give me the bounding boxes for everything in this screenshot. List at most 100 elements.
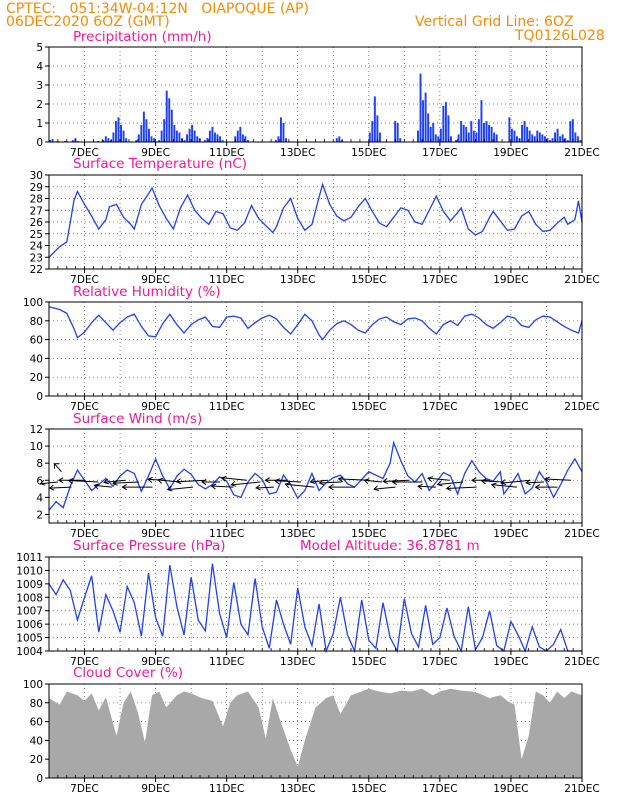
precip-bar	[117, 117, 120, 142]
x-tick-label: 13DEC	[280, 147, 315, 159]
wind-arrow	[49, 486, 72, 489]
wind-arrow-head	[417, 483, 423, 490]
y-tick-label: 0	[36, 137, 43, 149]
wind-arrow-head	[166, 485, 173, 492]
precip-bar	[510, 128, 513, 142]
precip-bar	[574, 132, 577, 142]
x-tick-label: 15DEC	[351, 274, 386, 286]
x-tick-label: 19DEC	[493, 528, 528, 540]
precip-bar	[183, 140, 186, 142]
wind-arrow	[68, 480, 99, 483]
precip-bar	[546, 138, 549, 142]
precip-bar	[531, 134, 534, 142]
precip-bar	[442, 105, 445, 142]
x-tick-label: 21DEC	[564, 401, 599, 413]
precip-bar	[193, 130, 196, 142]
x-tick-label: 9DEC	[141, 401, 170, 413]
y-tick-label: 22	[30, 264, 43, 276]
precip-bar	[488, 124, 491, 142]
precip-bar	[239, 126, 242, 142]
precip-bar	[211, 126, 214, 142]
wind-arrow-head	[309, 478, 316, 484]
y-tick-label: 1	[36, 118, 43, 130]
x-tick-label: 13DEC	[280, 401, 315, 413]
wind-arrow	[319, 481, 342, 484]
x-tick-label: 7DEC	[70, 656, 99, 668]
y-tick-label: 80	[30, 316, 43, 328]
x-tick-label: 15DEC	[351, 528, 386, 540]
precip-bar	[543, 136, 546, 142]
wind-arrow	[211, 485, 234, 488]
precip-bar	[417, 130, 419, 142]
precip-bar	[579, 140, 582, 142]
x-tick-label: 9DEC	[141, 528, 170, 540]
panel-title: Surface Temperature (nC)	[73, 156, 247, 172]
precip-bar	[457, 134, 460, 142]
x-tick-label: 17DEC	[422, 401, 457, 413]
precip-bar	[472, 130, 475, 142]
wind-arrow-head	[490, 482, 497, 489]
precip-bar	[213, 132, 216, 142]
wind-arrow	[176, 479, 207, 483]
precip-bar	[368, 132, 371, 142]
precip-bar	[439, 128, 442, 142]
x-tick-label: 19DEC	[493, 401, 528, 413]
precip-bar	[475, 132, 478, 142]
wind-arrow-head	[373, 485, 380, 492]
wind-arrow-head	[93, 483, 100, 490]
precip-bar	[493, 132, 496, 142]
x-tick-label: 9DEC	[141, 783, 170, 795]
header-model-id: TQ0126L028	[515, 28, 605, 44]
wind-arrow-head	[220, 475, 227, 482]
panel-title: Relative Humidity (%)	[73, 284, 221, 300]
y-tick-label: 80	[30, 698, 43, 710]
precip-bar	[470, 121, 473, 142]
precip-bar	[140, 124, 143, 142]
wind-arrow	[221, 477, 247, 481]
precip-bar	[495, 134, 498, 142]
x-tick-label: 21DEC	[564, 783, 599, 795]
wind-arrow-head	[327, 484, 334, 491]
x-tick-label: 11DEC	[209, 401, 244, 413]
precip-bar	[338, 136, 341, 142]
wind-arrow	[54, 463, 62, 473]
wind-arrow-head	[264, 477, 270, 484]
y-tick-label: 5	[36, 42, 43, 54]
panel-title: Surface Wind (m/s)	[73, 411, 202, 427]
precip-bar	[536, 130, 539, 142]
x-tick-label: 9DEC	[141, 656, 170, 668]
cloud-cover-area	[49, 688, 582, 778]
precip-bar	[559, 136, 562, 142]
y-tick-label: 10	[30, 441, 43, 453]
precip-bar	[419, 73, 422, 142]
y-tick-label: 0	[36, 391, 43, 403]
precip-bar	[335, 138, 338, 142]
precip-bar	[394, 121, 397, 142]
precip-bar	[168, 98, 171, 142]
wind-arrow	[491, 484, 518, 488]
x-tick-label: 13DEC	[280, 656, 315, 668]
x-tick-label: 19DEC	[493, 274, 528, 286]
precip-bar	[102, 140, 105, 142]
wind-arrow-head	[48, 484, 55, 491]
x-tick-label: 7DEC	[70, 274, 99, 286]
precip-bar	[477, 119, 480, 142]
x-tick-label: 11DEC	[209, 528, 244, 540]
precip-bar	[165, 90, 168, 142]
plot-frame	[48, 556, 583, 652]
y-tick-label: 4	[36, 61, 43, 73]
precip-bar	[399, 138, 402, 142]
x-tick-label: 13DEC	[280, 528, 315, 540]
y-tick-label: 60	[30, 335, 43, 347]
x-tick-label: 17DEC	[422, 783, 457, 795]
wind-arrow-head	[470, 477, 477, 484]
y-tick-label: 25	[30, 229, 43, 241]
precip-bar	[556, 128, 559, 142]
header-station: CPTEC: 051:34W-04:12N OIAPOQUE (AP)	[6, 1, 309, 17]
precip-bar	[508, 117, 511, 142]
y-tick-label: 8	[36, 458, 43, 470]
precip-bar	[554, 132, 557, 142]
wind-arrow-head	[175, 478, 182, 485]
precip-bar	[170, 109, 173, 142]
wind-arrow-head	[534, 484, 541, 491]
